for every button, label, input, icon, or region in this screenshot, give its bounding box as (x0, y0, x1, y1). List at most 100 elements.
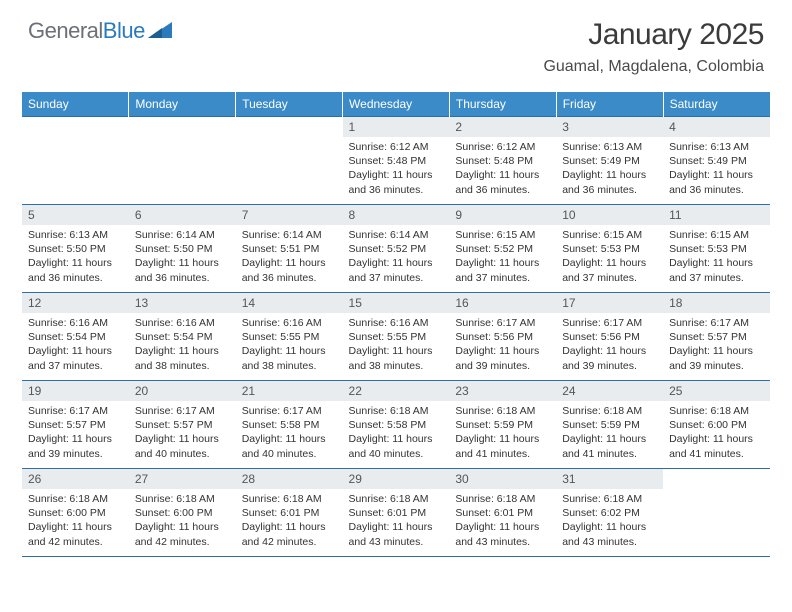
calendar-cell: 26Sunrise: 6:18 AMSunset: 6:00 PMDayligh… (22, 469, 129, 557)
calendar-cell: 13Sunrise: 6:16 AMSunset: 5:54 PMDayligh… (129, 293, 236, 381)
day-number: 23 (449, 381, 556, 401)
month-title: January 2025 (543, 18, 764, 52)
calendar-table: SundayMondayTuesdayWednesdayThursdayFrid… (22, 92, 770, 557)
day-details: Sunrise: 6:12 AMSunset: 5:48 PMDaylight:… (343, 137, 450, 201)
calendar-cell: 1Sunrise: 6:12 AMSunset: 5:48 PMDaylight… (343, 117, 450, 205)
calendar-cell: 10Sunrise: 6:15 AMSunset: 5:53 PMDayligh… (556, 205, 663, 293)
weekday-header: Friday (556, 92, 663, 117)
title-block: January 2025 Guamal, Magdalena, Colombia (543, 18, 764, 76)
day-number: 6 (129, 205, 236, 225)
weekday-header: Tuesday (236, 92, 343, 117)
day-number (236, 117, 343, 137)
calendar-row: 26Sunrise: 6:18 AMSunset: 6:00 PMDayligh… (22, 469, 770, 557)
day-number: 27 (129, 469, 236, 489)
day-details: Sunrise: 6:18 AMSunset: 5:58 PMDaylight:… (343, 401, 450, 465)
day-details: Sunrise: 6:13 AMSunset: 5:49 PMDaylight:… (663, 137, 770, 201)
day-details: Sunrise: 6:18 AMSunset: 6:01 PMDaylight:… (449, 489, 556, 553)
day-number: 31 (556, 469, 663, 489)
day-details: Sunrise: 6:17 AMSunset: 5:56 PMDaylight:… (556, 313, 663, 377)
calendar-cell: 31Sunrise: 6:18 AMSunset: 6:02 PMDayligh… (556, 469, 663, 557)
day-details: Sunrise: 6:14 AMSunset: 5:52 PMDaylight:… (343, 225, 450, 289)
day-number: 19 (22, 381, 129, 401)
day-details: Sunrise: 6:18 AMSunset: 6:02 PMDaylight:… (556, 489, 663, 553)
day-number: 8 (343, 205, 450, 225)
day-number: 9 (449, 205, 556, 225)
day-number: 2 (449, 117, 556, 137)
day-number: 11 (663, 205, 770, 225)
logo-part2: Blue (103, 18, 145, 43)
day-details: Sunrise: 6:14 AMSunset: 5:51 PMDaylight:… (236, 225, 343, 289)
day-number: 22 (343, 381, 450, 401)
logo: GeneralBlue (28, 18, 174, 44)
calendar-cell: 17Sunrise: 6:17 AMSunset: 5:56 PMDayligh… (556, 293, 663, 381)
day-number: 12 (22, 293, 129, 313)
day-number: 20 (129, 381, 236, 401)
day-details: Sunrise: 6:15 AMSunset: 5:52 PMDaylight:… (449, 225, 556, 289)
day-details: Sunrise: 6:13 AMSunset: 5:50 PMDaylight:… (22, 225, 129, 289)
day-details: Sunrise: 6:17 AMSunset: 5:57 PMDaylight:… (129, 401, 236, 465)
day-details: Sunrise: 6:18 AMSunset: 5:59 PMDaylight:… (556, 401, 663, 465)
weekday-header-row: SundayMondayTuesdayWednesdayThursdayFrid… (22, 92, 770, 117)
logo-triangle-icon (148, 20, 174, 40)
day-number: 5 (22, 205, 129, 225)
weekday-header: Monday (129, 92, 236, 117)
day-number: 29 (343, 469, 450, 489)
calendar-cell: 11Sunrise: 6:15 AMSunset: 5:53 PMDayligh… (663, 205, 770, 293)
day-details: Sunrise: 6:16 AMSunset: 5:54 PMDaylight:… (22, 313, 129, 377)
day-number: 21 (236, 381, 343, 401)
calendar-cell: 27Sunrise: 6:18 AMSunset: 6:00 PMDayligh… (129, 469, 236, 557)
day-details: Sunrise: 6:12 AMSunset: 5:48 PMDaylight:… (449, 137, 556, 201)
calendar-cell: 12Sunrise: 6:16 AMSunset: 5:54 PMDayligh… (22, 293, 129, 381)
calendar-cell: 16Sunrise: 6:17 AMSunset: 5:56 PMDayligh… (449, 293, 556, 381)
day-details: Sunrise: 6:17 AMSunset: 5:58 PMDaylight:… (236, 401, 343, 465)
day-number: 4 (663, 117, 770, 137)
calendar-cell: 7Sunrise: 6:14 AMSunset: 5:51 PMDaylight… (236, 205, 343, 293)
calendar-cell: 14Sunrise: 6:16 AMSunset: 5:55 PMDayligh… (236, 293, 343, 381)
weekday-header: Thursday (449, 92, 556, 117)
day-details: Sunrise: 6:18 AMSunset: 6:00 PMDaylight:… (129, 489, 236, 553)
day-number (22, 117, 129, 137)
calendar-row: 19Sunrise: 6:17 AMSunset: 5:57 PMDayligh… (22, 381, 770, 469)
day-number: 30 (449, 469, 556, 489)
calendar-cell: 8Sunrise: 6:14 AMSunset: 5:52 PMDaylight… (343, 205, 450, 293)
calendar-cell (663, 469, 770, 557)
day-details: Sunrise: 6:17 AMSunset: 5:57 PMDaylight:… (22, 401, 129, 465)
calendar-cell (22, 117, 129, 205)
calendar-cell: 30Sunrise: 6:18 AMSunset: 6:01 PMDayligh… (449, 469, 556, 557)
calendar-body: 1Sunrise: 6:12 AMSunset: 5:48 PMDaylight… (22, 117, 770, 557)
day-number (663, 469, 770, 489)
weekday-header: Saturday (663, 92, 770, 117)
day-number: 24 (556, 381, 663, 401)
location-text: Guamal, Magdalena, Colombia (543, 58, 764, 76)
day-number (129, 117, 236, 137)
day-number: 14 (236, 293, 343, 313)
calendar-cell: 21Sunrise: 6:17 AMSunset: 5:58 PMDayligh… (236, 381, 343, 469)
calendar-cell: 25Sunrise: 6:18 AMSunset: 6:00 PMDayligh… (663, 381, 770, 469)
calendar-cell: 29Sunrise: 6:18 AMSunset: 6:01 PMDayligh… (343, 469, 450, 557)
day-details: Sunrise: 6:16 AMSunset: 5:55 PMDaylight:… (236, 313, 343, 377)
logo-text: GeneralBlue (28, 18, 145, 44)
day-details: Sunrise: 6:14 AMSunset: 5:50 PMDaylight:… (129, 225, 236, 289)
day-details: Sunrise: 6:13 AMSunset: 5:49 PMDaylight:… (556, 137, 663, 201)
day-number: 7 (236, 205, 343, 225)
calendar-cell: 15Sunrise: 6:16 AMSunset: 5:55 PMDayligh… (343, 293, 450, 381)
calendar-row: 1Sunrise: 6:12 AMSunset: 5:48 PMDaylight… (22, 117, 770, 205)
day-details: Sunrise: 6:15 AMSunset: 5:53 PMDaylight:… (663, 225, 770, 289)
day-number: 17 (556, 293, 663, 313)
day-number: 26 (22, 469, 129, 489)
day-number: 3 (556, 117, 663, 137)
day-number: 15 (343, 293, 450, 313)
day-details: Sunrise: 6:18 AMSunset: 6:01 PMDaylight:… (236, 489, 343, 553)
calendar-row: 5Sunrise: 6:13 AMSunset: 5:50 PMDaylight… (22, 205, 770, 293)
header: GeneralBlue January 2025 Guamal, Magdale… (0, 0, 792, 84)
day-number: 1 (343, 117, 450, 137)
calendar-cell (236, 117, 343, 205)
day-details: Sunrise: 6:18 AMSunset: 6:01 PMDaylight:… (343, 489, 450, 553)
calendar-cell: 4Sunrise: 6:13 AMSunset: 5:49 PMDaylight… (663, 117, 770, 205)
calendar-cell: 24Sunrise: 6:18 AMSunset: 5:59 PMDayligh… (556, 381, 663, 469)
day-details: Sunrise: 6:15 AMSunset: 5:53 PMDaylight:… (556, 225, 663, 289)
calendar-cell: 22Sunrise: 6:18 AMSunset: 5:58 PMDayligh… (343, 381, 450, 469)
weekday-header: Wednesday (343, 92, 450, 117)
day-details: Sunrise: 6:16 AMSunset: 5:55 PMDaylight:… (343, 313, 450, 377)
calendar-cell: 18Sunrise: 6:17 AMSunset: 5:57 PMDayligh… (663, 293, 770, 381)
